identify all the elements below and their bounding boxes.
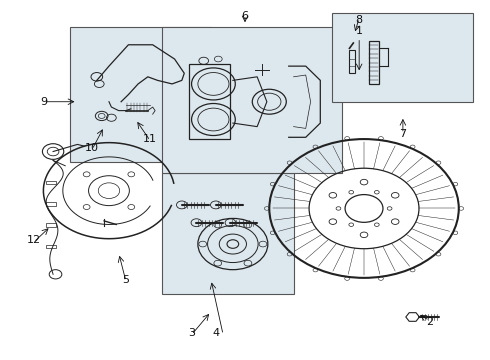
Bar — [46, 181, 56, 184]
Text: 11: 11 — [143, 134, 157, 144]
Bar — [46, 224, 56, 227]
Text: 4: 4 — [212, 328, 220, 338]
Text: 6: 6 — [242, 11, 248, 21]
Text: 2: 2 — [426, 317, 433, 327]
Text: 10: 10 — [85, 143, 99, 153]
Text: 3: 3 — [188, 328, 195, 338]
Bar — [349, 50, 355, 73]
Text: 8: 8 — [356, 15, 363, 25]
Bar — [332, 13, 473, 102]
Bar — [46, 245, 56, 248]
Bar — [46, 202, 56, 206]
Bar — [162, 27, 342, 173]
Text: 7: 7 — [399, 129, 407, 139]
Text: 5: 5 — [122, 275, 129, 285]
Bar — [369, 41, 379, 84]
Text: 9: 9 — [40, 97, 47, 107]
Bar — [162, 173, 294, 294]
Text: 1: 1 — [356, 26, 363, 36]
Bar — [70, 27, 211, 162]
Bar — [189, 64, 230, 139]
Text: 12: 12 — [26, 235, 41, 246]
